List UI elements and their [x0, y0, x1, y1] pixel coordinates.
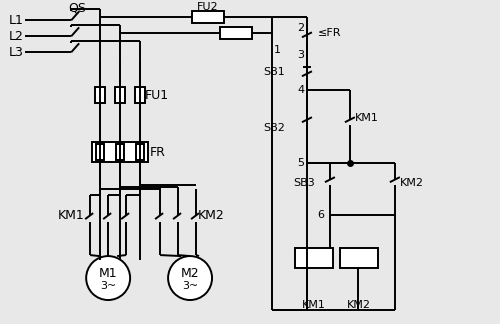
Bar: [96, 144, 104, 160]
Text: KM2: KM2: [400, 178, 424, 188]
Bar: [116, 144, 124, 160]
Text: KM1: KM1: [58, 209, 85, 222]
Bar: [92, 142, 148, 162]
Circle shape: [168, 256, 212, 300]
Circle shape: [86, 256, 130, 300]
Text: KM2: KM2: [198, 209, 225, 222]
Text: KM1: KM1: [355, 113, 379, 123]
Bar: [220, 27, 252, 39]
Text: 3: 3: [297, 50, 304, 60]
Text: SB2: SB2: [263, 123, 285, 133]
Text: 3~: 3~: [100, 281, 116, 291]
Text: 4: 4: [297, 85, 304, 95]
Text: 5: 5: [297, 158, 304, 168]
Text: QS: QS: [68, 2, 86, 15]
Text: 2: 2: [297, 23, 304, 33]
Text: FR: FR: [150, 146, 166, 159]
Bar: [135, 87, 145, 103]
Bar: [295, 248, 333, 268]
Bar: [95, 87, 105, 103]
Bar: [136, 144, 144, 160]
Text: M2: M2: [181, 267, 200, 280]
Text: L3: L3: [8, 46, 23, 59]
Text: ≤FR: ≤FR: [318, 28, 342, 38]
Text: FU2: FU2: [197, 2, 218, 12]
Bar: [115, 87, 125, 103]
Text: KM2: KM2: [347, 300, 371, 310]
Text: SB3: SB3: [293, 178, 315, 188]
Text: M1: M1: [99, 267, 117, 280]
Text: FU1: FU1: [145, 89, 169, 102]
Text: 6: 6: [317, 210, 324, 220]
Bar: [340, 248, 378, 268]
Text: L2: L2: [8, 30, 23, 43]
Text: 3~: 3~: [182, 281, 198, 291]
Bar: [192, 11, 224, 23]
Text: 1: 1: [274, 45, 281, 55]
Text: KM1: KM1: [302, 300, 326, 310]
Text: SB1: SB1: [263, 67, 285, 77]
Text: L1: L1: [8, 14, 23, 27]
